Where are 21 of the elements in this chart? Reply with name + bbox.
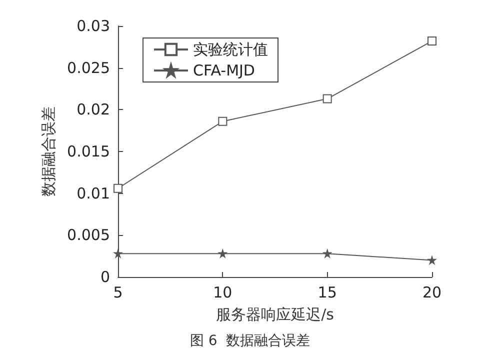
legend-label: CFA-MJD <box>193 62 255 80</box>
point <box>428 256 436 264</box>
point <box>428 36 436 46</box>
legend-label: 实验统计值 <box>193 40 268 58</box>
x-tick-label: 5 <box>113 284 123 302</box>
y-tick-label: 0.025 <box>67 58 110 77</box>
y-axis-title: 数据融合误差 <box>40 106 58 196</box>
x-tick-label: 20 <box>422 284 442 302</box>
y-tick-label: 0.015 <box>67 142 110 160</box>
y-tick-label: 0.01 <box>76 184 110 202</box>
caption: 图 6 数据融合误差 <box>190 333 310 349</box>
point <box>218 116 228 126</box>
x-tick-label: 15 <box>318 284 337 302</box>
y-tick-label: 0.02 <box>76 100 110 119</box>
point <box>114 184 122 193</box>
x-axis-title: 服务器响应延迟/s <box>216 306 334 324</box>
x-tick-label: 10 <box>213 284 232 302</box>
point <box>322 94 332 104</box>
y-tick-label: 0 <box>100 268 110 286</box>
y-tick-label: 0.005 <box>67 226 110 244</box>
y-tick-label: 0.03 <box>76 17 110 35</box>
